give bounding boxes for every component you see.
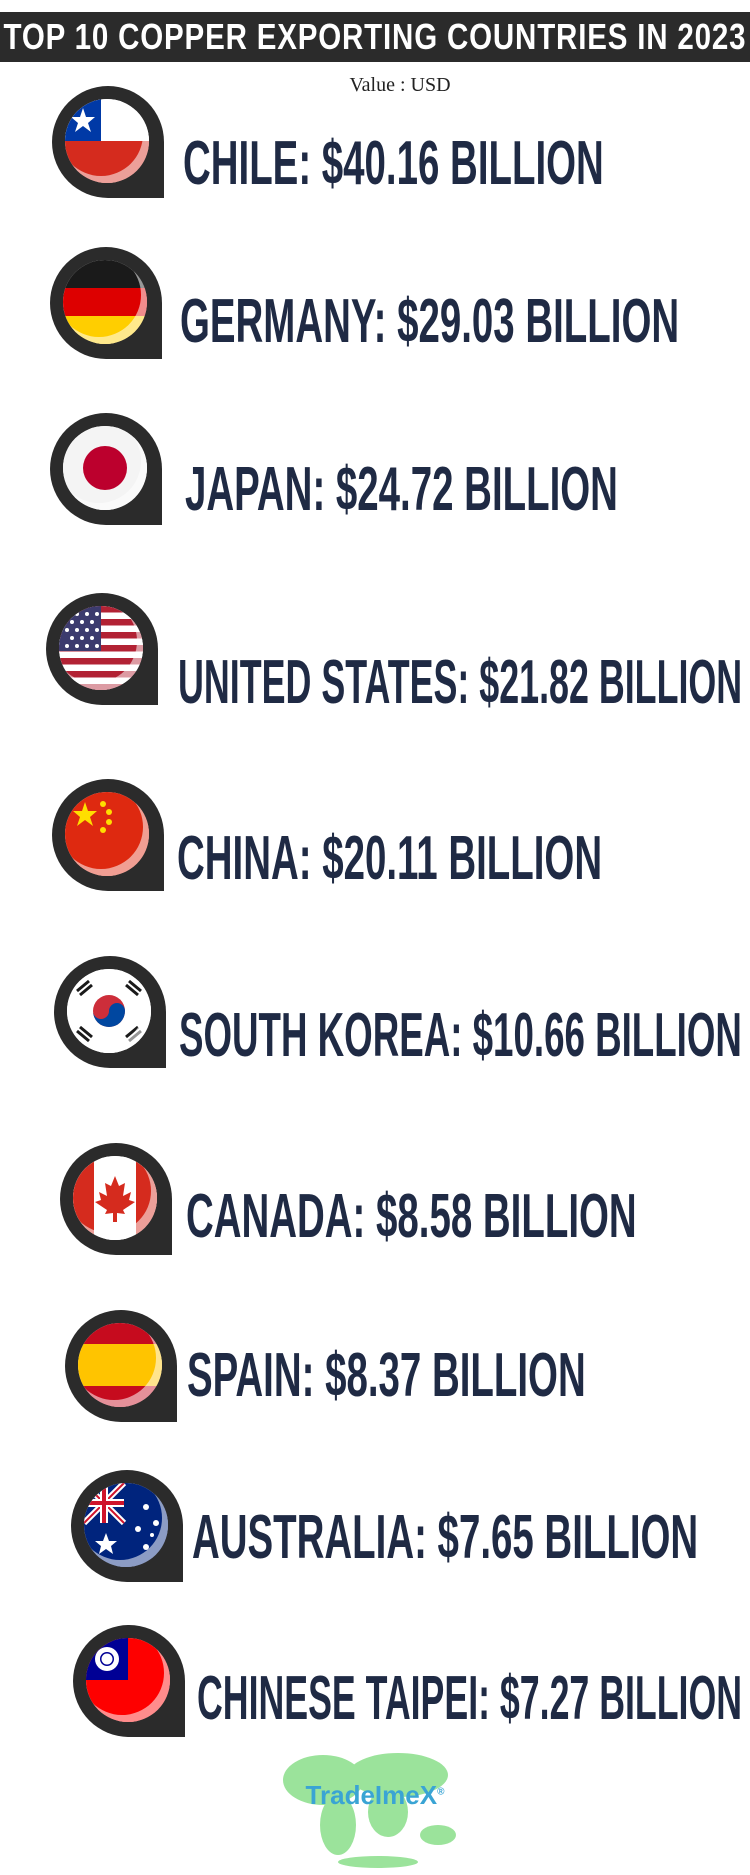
flag-badge <box>52 779 164 891</box>
chart-title: TOP 10 COPPER EXPORTING COUNTRIES IN 202… <box>3 16 747 57</box>
row-label: CANADA: $8.58 BILLION <box>186 1182 637 1251</box>
flag-badge <box>50 413 162 525</box>
registered-mark-icon: ® <box>437 1786 445 1798</box>
germany-flag-icon <box>63 260 147 344</box>
world-map-logo-icon <box>283 1753 456 1868</box>
company-logo: TradeImeX® <box>290 1780 460 1811</box>
row-label: GERMANY: $29.03 BILLION <box>180 287 680 356</box>
south-korea-flag-icon <box>67 969 151 1053</box>
canada-flag-icon <box>73 1156 157 1240</box>
row-label: CHINESE TAIPEI: $7.27 BILLION <box>197 1664 743 1733</box>
flag-badge <box>46 593 158 705</box>
flag-badge <box>71 1470 183 1582</box>
chart-subtitle: Value : USD <box>349 74 451 96</box>
flag-badge <box>65 1310 177 1422</box>
row-label: JAPAN: $24.72 BILLION <box>185 455 618 524</box>
flag-badge <box>73 1625 185 1737</box>
row-label: CHINA: $20.11 BILLION <box>177 824 603 893</box>
flag-badge <box>50 247 162 359</box>
flag-badge <box>52 86 164 198</box>
row-label: SOUTH KOREA: $10.66 BILLION <box>179 1001 742 1070</box>
australia-flag-icon <box>84 1483 168 1567</box>
flag-badge <box>60 1143 172 1255</box>
flag-badge <box>54 956 166 1068</box>
chart-title-bar: TOP 10 COPPER EXPORTING COUNTRIES IN 202… <box>0 12 750 62</box>
row-label: CHILE: $40.16 BILLION <box>183 129 604 198</box>
united-states-flag-icon <box>59 606 143 690</box>
spain-flag-icon <box>78 1323 162 1407</box>
japan-flag-icon <box>63 426 147 510</box>
row-label: AUSTRALIA: $7.65 BILLION <box>192 1503 699 1572</box>
china-flag-icon <box>65 792 149 876</box>
row-label: SPAIN: $8.37 BILLION <box>187 1341 586 1410</box>
chinese-taipei-flag-icon <box>86 1638 170 1722</box>
logo-text: TradeImeX <box>305 1780 438 1810</box>
chile-flag-icon <box>65 99 149 183</box>
row-label: UNITED STATES: $21.82 BILLION <box>178 648 743 717</box>
